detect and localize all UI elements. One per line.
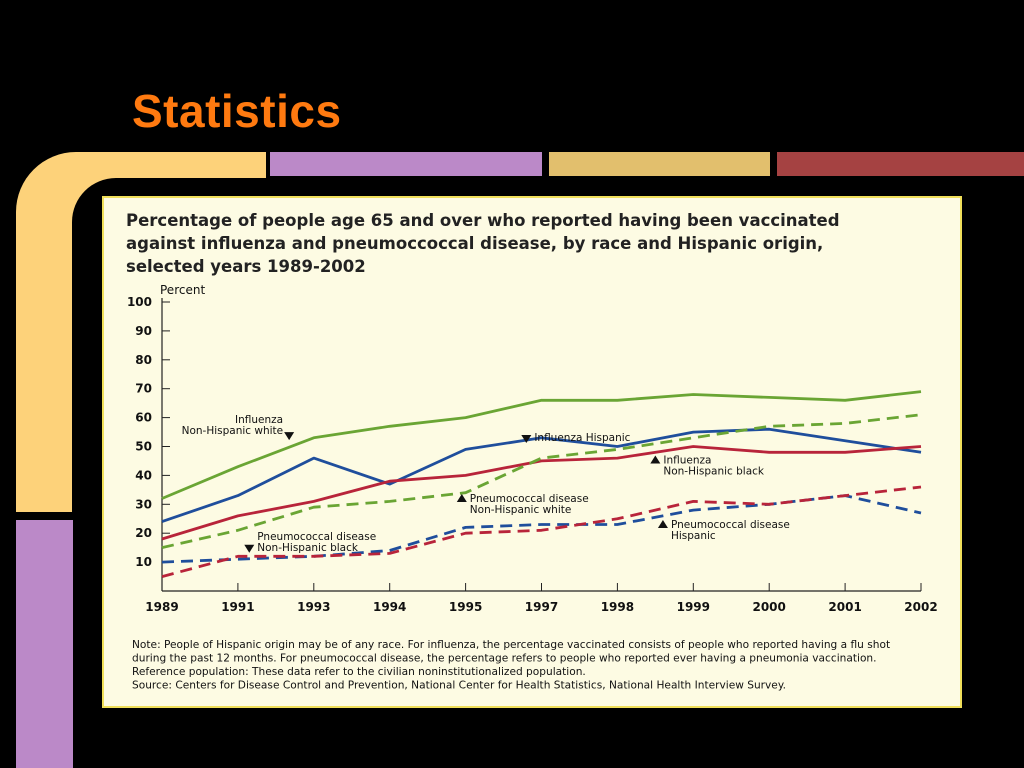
x-tick-label: 1991 bbox=[221, 600, 254, 614]
chart-title: Percentage of people age 65 and over who… bbox=[126, 211, 840, 276]
y-tick-label: 50 bbox=[135, 440, 152, 454]
y-tick-label: 100 bbox=[127, 295, 152, 309]
annotation-marker bbox=[521, 434, 532, 443]
annotation-label: Pneumococcal disease bbox=[671, 519, 790, 531]
decor-purple-bar bbox=[270, 152, 542, 176]
decor-purple-side-bar bbox=[16, 520, 73, 768]
annotation-label: Influenza bbox=[663, 455, 711, 467]
annotation-label: Non-Hispanic white bbox=[470, 504, 572, 516]
y-tick-label: 20 bbox=[135, 526, 152, 540]
annotation-label: Pneumococcal disease bbox=[470, 493, 589, 505]
series-line-flu-hispanic bbox=[161, 427, 922, 523]
y-tick-label: 30 bbox=[135, 497, 152, 511]
annotation-marker bbox=[456, 493, 467, 502]
x-tick-label: 2000 bbox=[752, 600, 785, 614]
series-line-flu-white bbox=[161, 390, 922, 500]
chart-notes: Note: People of Hispanic origin may be o… bbox=[132, 639, 890, 692]
x-tick-label: 1993 bbox=[297, 600, 330, 614]
chart-title-line: selected years 1989-2002 bbox=[126, 257, 366, 276]
source-note: Source: Centers for Disease Control and … bbox=[132, 680, 786, 692]
series-line-flu-black bbox=[161, 445, 922, 541]
annotation-marker bbox=[244, 544, 255, 553]
chart-series bbox=[161, 390, 922, 578]
x-tick-label: 1995 bbox=[449, 600, 482, 614]
x-tick-label: 1998 bbox=[601, 600, 634, 614]
annotation-label: Pneumococcal disease bbox=[257, 531, 376, 543]
line-chart: Percentage of people age 65 and over who… bbox=[126, 211, 938, 692]
chart-title-line: against influenza and pneumoccoccal dise… bbox=[126, 234, 823, 253]
annotation-label: Non-Hispanic white bbox=[182, 425, 284, 437]
y-tick-label: 70 bbox=[135, 382, 152, 396]
annotation-marker bbox=[657, 519, 668, 528]
annotation-label: Influenza bbox=[235, 414, 283, 426]
decor-tan-bar bbox=[549, 152, 770, 176]
x-tick-label: 1999 bbox=[677, 600, 710, 614]
series-line-pneumo-white bbox=[161, 413, 922, 549]
x-tick-label: 1989 bbox=[145, 600, 178, 614]
chart-panel: Percentage of people age 65 and over who… bbox=[102, 196, 962, 708]
annotation-label: Influenza Hispanic bbox=[534, 432, 630, 444]
x-tick-label: 2002 bbox=[904, 600, 937, 614]
slide-title: Statistics bbox=[132, 85, 342, 137]
chart-note-line: Note: People of Hispanic origin may be o… bbox=[132, 639, 890, 651]
series-line-pneumo-hispanic bbox=[161, 494, 922, 564]
chart-title-line: Percentage of people age 65 and over who… bbox=[126, 211, 840, 230]
y-tick-label: 10 bbox=[135, 555, 152, 569]
x-tick-label: 2001 bbox=[828, 600, 861, 614]
y-tick-label: 40 bbox=[135, 468, 152, 482]
chart-note-line: during the past 12 months. For pneumococ… bbox=[132, 653, 877, 665]
y-axis-label: Percent bbox=[160, 283, 205, 297]
chart-axes: Percent 10 20 30 40 50 60 70 80 90 100 1989 1991 1993… bbox=[127, 283, 938, 614]
decor-red-bar bbox=[777, 152, 1024, 176]
annotation-marker bbox=[650, 455, 661, 464]
y-tick-label: 80 bbox=[135, 353, 152, 367]
annotation-label: Non-Hispanic black bbox=[663, 466, 765, 478]
series-line-pneumo-black bbox=[161, 485, 922, 578]
annotation-label: Hispanic bbox=[671, 530, 716, 542]
y-tick-label: 60 bbox=[135, 411, 152, 425]
annotation-marker bbox=[284, 432, 295, 441]
y-tick-label: 90 bbox=[135, 324, 152, 338]
annotation-label: Non-Hispanic black bbox=[257, 542, 359, 554]
x-tick-label: 1997 bbox=[525, 600, 558, 614]
x-tick-label: 1994 bbox=[373, 600, 406, 614]
chart-note-line: Reference population: These data refer t… bbox=[132, 666, 586, 678]
